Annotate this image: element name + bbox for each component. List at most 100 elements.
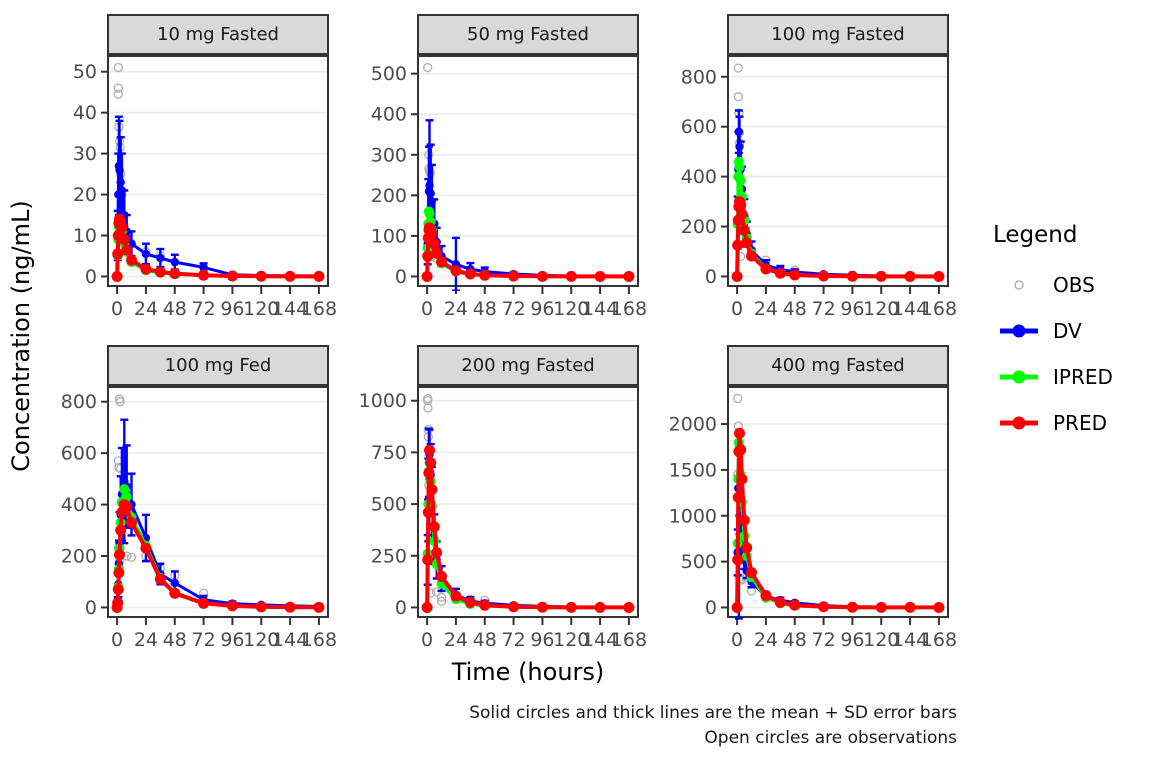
svg-text:10: 10: [73, 225, 97, 247]
svg-text:0: 0: [85, 597, 97, 619]
svg-text:2000: 2000: [669, 414, 717, 436]
svg-text:1500: 1500: [669, 459, 717, 481]
svg-text:24: 24: [134, 629, 158, 651]
svg-text:0: 0: [111, 629, 123, 651]
facet-panel: 50 mg Fasted 0 100 200 300 400 500 0 24 48 72 96 120…: [352, 14, 647, 323]
legend-item-pred: PRED: [985, 400, 1152, 446]
svg-text:800: 800: [681, 66, 717, 88]
legend-item-dv: DV: [985, 308, 1152, 354]
facet-panel: 200 mg Fasted 0 250 500 750 1000 0 24 48 72 96 120 1…: [352, 345, 647, 654]
svg-text:168: 168: [301, 629, 337, 651]
svg-text:120: 120: [863, 298, 899, 320]
svg-text:800: 800: [61, 391, 97, 413]
svg-text:24: 24: [754, 629, 778, 651]
facet-strip-title: 200 mg Fasted: [417, 345, 639, 386]
pred-series: [731, 427, 945, 613]
svg-text:0: 0: [395, 597, 407, 619]
svg-text:120: 120: [863, 629, 899, 651]
caption-line-1: Solid circles and thick lines are the me…: [469, 703, 957, 723]
svg-text:72: 72: [501, 298, 525, 320]
y-axis-ticks: 0 250 500 750 1000: [359, 390, 417, 619]
pred-series: [111, 499, 325, 613]
svg-text:48: 48: [783, 629, 807, 651]
svg-text:48: 48: [163, 298, 187, 320]
panel-data: [421, 62, 635, 291]
svg-text:30: 30: [73, 143, 97, 165]
svg-text:24: 24: [134, 298, 158, 320]
figure-caption: Solid circles and thick lines are the me…: [230, 701, 957, 751]
svg-text:600: 600: [61, 443, 97, 465]
svg-text:144: 144: [272, 629, 308, 651]
svg-text:0: 0: [705, 266, 717, 288]
svg-text:0: 0: [731, 298, 743, 320]
legend-item-label: IPRED: [1053, 365, 1113, 389]
facet-panel: 100 mg Fed 0 200 400 600 800 0 24 48 72 96 120 144 16…: [42, 345, 337, 654]
svg-text:0: 0: [111, 298, 123, 320]
svg-text:48: 48: [473, 629, 497, 651]
pred-series: [731, 196, 945, 282]
legend-item-label: DV: [1053, 319, 1082, 343]
panel-data: [111, 62, 325, 282]
legend: Legend OBS DV IPRED PRED: [985, 222, 1152, 446]
panel-data: [421, 393, 635, 613]
svg-text:24: 24: [444, 629, 468, 651]
facet-strip-title: 10 mg Fasted: [107, 14, 329, 55]
legend-line-dot-icon: [1000, 416, 1038, 430]
facet-strip-title: 100 mg Fed: [107, 345, 329, 386]
svg-text:0: 0: [85, 266, 97, 288]
pred-series: [111, 213, 325, 282]
svg-text:168: 168: [921, 298, 957, 320]
svg-text:500: 500: [371, 494, 407, 516]
svg-text:96: 96: [220, 629, 244, 651]
facet-panel: 10 mg Fasted 0 10 20 30 40 50 0 24 48 72 96 120 144 16…: [42, 14, 337, 323]
svg-text:0: 0: [421, 298, 433, 320]
y-axis-ticks: 0 10 20 30 40 50: [73, 61, 107, 288]
y-axis-ticks: 0 200 400 600 800: [61, 391, 107, 619]
svg-text:120: 120: [553, 629, 589, 651]
svg-text:750: 750: [371, 442, 407, 464]
facet-panel: 100 mg Fasted 0 200 400 600 800 0 24 48 72 96 120 14…: [662, 14, 957, 323]
svg-text:400: 400: [61, 494, 97, 516]
svg-text:500: 500: [371, 63, 407, 85]
svg-text:72: 72: [191, 298, 215, 320]
facet-strip-title: 400 mg Fasted: [727, 345, 949, 386]
y-axis-title: Concentration (ng/mL): [7, 200, 35, 472]
panel-data: [731, 63, 945, 282]
legend-item-label: OBS: [1053, 273, 1095, 297]
legend-items: OBS DV IPRED PRED: [985, 262, 1152, 446]
svg-text:96: 96: [530, 629, 554, 651]
legend-item-label: PRED: [1053, 411, 1107, 435]
svg-text:0: 0: [395, 266, 407, 288]
y-axis-ticks: 0 500 1000 1500 2000: [669, 414, 727, 619]
facet-strip-title: 100 mg Fasted: [727, 14, 949, 55]
svg-text:300: 300: [371, 144, 407, 166]
x-axis-title: Time (hours): [451, 658, 605, 686]
svg-text:40: 40: [73, 102, 97, 124]
svg-text:120: 120: [243, 298, 279, 320]
svg-text:72: 72: [811, 298, 835, 320]
svg-text:72: 72: [811, 629, 835, 651]
svg-text:0: 0: [705, 597, 717, 619]
svg-text:600: 600: [681, 116, 717, 138]
svg-text:96: 96: [220, 298, 244, 320]
y-axis-ticks: 0 100 200 300 400 500: [371, 63, 417, 288]
legend-line-dot-icon: [1000, 324, 1038, 338]
legend-item-obs: OBS: [985, 262, 1152, 308]
svg-text:168: 168: [611, 298, 647, 320]
svg-text:100: 100: [371, 225, 407, 247]
svg-text:400: 400: [371, 104, 407, 126]
svg-text:0: 0: [731, 629, 743, 651]
svg-text:200: 200: [371, 185, 407, 207]
svg-text:144: 144: [892, 629, 928, 651]
svg-text:48: 48: [473, 298, 497, 320]
svg-text:48: 48: [783, 298, 807, 320]
svg-text:96: 96: [840, 629, 864, 651]
